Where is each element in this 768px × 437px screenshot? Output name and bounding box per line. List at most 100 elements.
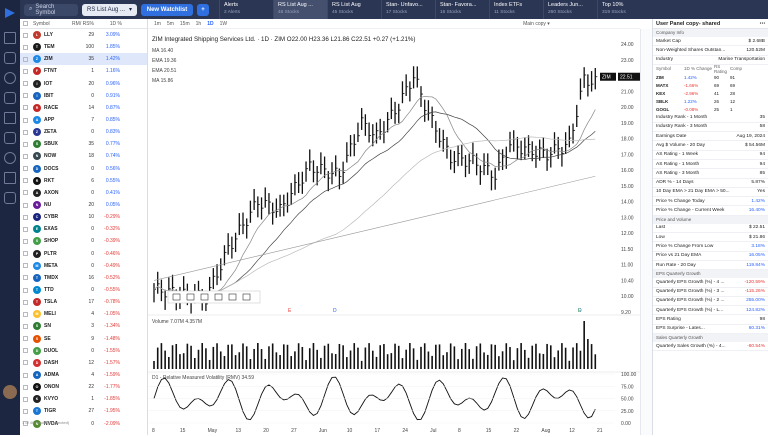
event-marker[interactable]: D	[578, 308, 582, 314]
bell-icon[interactable]	[4, 132, 16, 144]
row-checkbox[interactable]	[23, 360, 28, 366]
row-checkbox[interactable]	[23, 214, 28, 220]
row-checkbox[interactable]	[23, 93, 28, 99]
comp-row[interactable]: ZIM 1.42% 90 91	[653, 73, 768, 81]
watchlist-row[interactable]: S SHOP 0 -0.39%	[20, 235, 147, 247]
watchlist-row[interactable]: P PLTR 0 -0.46%	[20, 248, 147, 260]
user-icon[interactable]	[4, 172, 16, 184]
watchlist-row[interactable]: R RKT 6 0.55%	[20, 175, 147, 187]
symbol-header[interactable]: Symbol	[33, 20, 50, 27]
row-checkbox[interactable]	[23, 299, 28, 305]
watchlist-row[interactable]: K KVYO 1 -1.85%	[20, 393, 147, 405]
watchlist-row[interactable]: D DOCS 0 0.56%	[20, 163, 147, 175]
watchlist-row[interactable]: A ADMA 4 -1.59%	[20, 369, 147, 381]
event-marker[interactable]: E	[288, 308, 292, 314]
watchlist-row[interactable]: S SBUX 35 0.77%	[20, 138, 147, 150]
watchlist-row[interactable]: N NOW 18 0.74%	[20, 150, 147, 162]
tab-6[interactable]: Leaders Jun... 260 Stocks	[543, 0, 597, 19]
change-header[interactable]: 1D %	[109, 20, 122, 27]
watchlist-row[interactable]: T TEM 100 1.85%	[20, 41, 147, 53]
panel-header[interactable]: User Panel copy- shared ⋯	[653, 19, 768, 29]
timeframe-1m[interactable]: 1m	[154, 20, 161, 27]
row-checkbox[interactable]	[23, 32, 28, 38]
watchlist-row[interactable]: M MELI 4 -1.05%	[20, 308, 147, 320]
watchlist-row[interactable]: T TIGR 27 -1.95%	[20, 405, 147, 417]
row-checkbox[interactable]	[23, 336, 28, 342]
watchlist-row[interactable]: T TMDX 16 -0.52%	[20, 272, 147, 284]
tab-7[interactable]: Top 10% 319 Stocks	[597, 0, 651, 19]
price-chart[interactable]: 24.0023.0022.0021.0020.0019.0018.0017.00…	[148, 29, 643, 435]
watchlist-row[interactable]: L LLY 29 3.09%	[20, 29, 147, 41]
watchlist-row[interactable]: C CYBR 10 -0.29%	[20, 211, 147, 223]
row-checkbox[interactable]	[23, 68, 28, 74]
watchlist-row[interactable]: O ONON 22 -1.77%	[20, 381, 147, 393]
tab-4[interactable]: Stan- Favora... 16 Stocks	[435, 0, 489, 19]
row-checkbox[interactable]	[23, 44, 28, 50]
watchlist-row[interactable]: T TSLA 17 -0.78%	[20, 296, 147, 308]
list-selector[interactable]: RS List Aug ... ▾	[82, 3, 137, 16]
row-checkbox[interactable]	[23, 129, 28, 135]
timeframe-5m[interactable]: 5m	[166, 20, 174, 27]
row-checkbox[interactable]	[23, 178, 28, 184]
watchlist-row[interactable]: E EXAS 0 -0.32%	[20, 223, 147, 235]
row-checkbox[interactable]	[23, 81, 28, 87]
watchlist-row[interactable]: S SN 3 -1.34%	[20, 320, 147, 332]
star-icon[interactable]	[4, 92, 16, 104]
watchlist-row[interactable]: D DASH 12 -1.57%	[20, 357, 147, 369]
timeframe-1h[interactable]: 1h	[195, 20, 202, 27]
row-checkbox[interactable]	[23, 141, 28, 147]
row-checkbox[interactable]	[23, 226, 28, 232]
rank-header[interactable]: RM/ RS%	[72, 20, 94, 27]
watchlist-row[interactable]: N NU 20 0.05%	[20, 199, 147, 211]
watchlist-row[interactable]: F FTNT 1 1.16%	[20, 65, 147, 77]
watchlist-row[interactable]: Z ZETA 0 0.83%	[20, 126, 147, 138]
row-checkbox[interactable]	[23, 190, 28, 196]
comp-row[interactable]: GOGL -0.08% 25 1	[653, 105, 768, 113]
timeframe-1D[interactable]: 1D	[207, 20, 214, 27]
row-checkbox[interactable]	[23, 153, 28, 159]
list-icon[interactable]	[4, 32, 16, 44]
row-checkbox[interactable]	[23, 238, 28, 244]
row-checkbox[interactable]	[23, 117, 28, 123]
row-checkbox[interactable]	[23, 105, 28, 111]
comment-icon[interactable]	[186, 293, 195, 301]
row-checkbox[interactable]	[23, 408, 28, 414]
tab-3[interactable]: Stan- Unfavo... 17 Stocks	[381, 0, 435, 19]
row-checkbox[interactable]	[23, 275, 28, 281]
pen-icon[interactable]	[200, 293, 209, 301]
price-axis[interactable]: 24.0023.0022.0021.0020.0019.0018.0017.00…	[621, 42, 634, 316]
comp-row[interactable]: KEX -2.96% 41 28	[653, 89, 768, 97]
row-checkbox[interactable]	[23, 396, 28, 402]
trend-line-icon[interactable]	[242, 293, 251, 301]
search-input[interactable]: ⌕ Search Symbol	[24, 3, 78, 16]
text-icon[interactable]	[228, 293, 237, 301]
row-checkbox[interactable]	[23, 56, 28, 62]
watchlist-row[interactable]: I IBIT 0 0.91%	[20, 90, 147, 102]
watchlist-row[interactable]: N NVDA 0 -2.09%	[20, 418, 147, 430]
grid-icon[interactable]	[4, 52, 16, 64]
watchlist-row[interactable]: I IOT 20 0.96%	[20, 78, 147, 90]
watchlist-row[interactable]: A AXON 0 0.41%	[20, 187, 147, 199]
help-icon[interactable]	[4, 192, 16, 204]
comp-row[interactable]: MATX -1.66% 69 69	[653, 81, 768, 89]
chart-icon[interactable]	[4, 72, 16, 84]
row-checkbox[interactable]	[23, 421, 28, 427]
watchlist-row[interactable]: R RACE 14 0.87%	[20, 102, 147, 114]
watchlist-row[interactable]: S SE 9 -1.48%	[20, 333, 147, 345]
row-checkbox[interactable]	[23, 311, 28, 317]
tab-0[interactable]: Alerts 2 Alerts	[219, 0, 273, 19]
watchlist-row[interactable]: T TTD 0 -0.55%	[20, 284, 147, 296]
row-checkbox[interactable]	[23, 287, 28, 293]
row-checkbox[interactable]	[23, 202, 28, 208]
watchlist-row[interactable]: M META 0 -0.49%	[20, 260, 147, 272]
settings-icon[interactable]	[4, 152, 16, 164]
row-checkbox[interactable]	[23, 384, 28, 390]
event-marker[interactable]: D	[333, 308, 337, 314]
watchlist-row[interactable]: A APP 7 0.85%	[20, 114, 147, 126]
new-watchlist-button[interactable]: New Watchlist	[141, 3, 193, 16]
select-all-checkbox[interactable]	[23, 21, 28, 26]
timeframe-1W[interactable]: 1W	[219, 20, 228, 27]
tab-5[interactable]: Index ETFs 11 Stocks	[489, 0, 543, 19]
tab-2[interactable]: RS List Aug 45 Stocks	[327, 0, 381, 19]
